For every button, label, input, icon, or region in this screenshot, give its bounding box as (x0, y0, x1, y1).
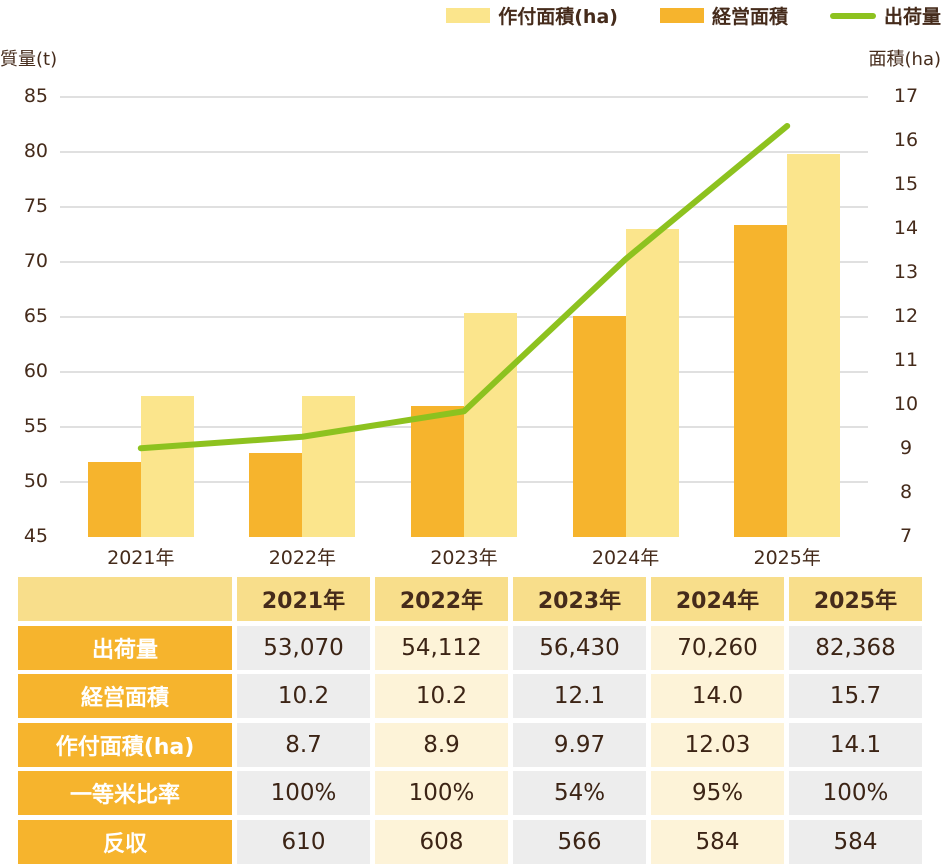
combo-chart: 作付面積(ha) 経営面積 出荷量 質量(t) 面積(ha) 45 50 55 60 6… (0, 2, 941, 569)
left-axis-title: 質量(t) (0, 49, 58, 70)
table-cell: 8.7 (237, 722, 370, 767)
left-axis-tick-label: 60 (23, 360, 48, 382)
left-axis-tick-label: 75 (23, 195, 48, 217)
bar-orange (87, 462, 141, 537)
x-axis-category-label: 2024年 (591, 547, 660, 569)
table-cell: 12.03 (651, 722, 784, 767)
table-header-year: 2021年 (237, 577, 370, 621)
table-header-year: 2023年 (513, 577, 646, 621)
gridline (60, 96, 868, 98)
table-cell: 70,260 (651, 625, 784, 670)
chart-legend: 作付面積(ha) 経営面積 出荷量 (446, 2, 941, 29)
right-axis-tick-label: 17 (893, 85, 919, 107)
legend-label: 出荷量 (883, 6, 941, 28)
x-axis-category-label: 2023年 (430, 547, 498, 569)
legend-item-keiei: 経営面積 (659, 2, 788, 29)
table-cell: 610 (237, 819, 370, 864)
bar-yellow (464, 312, 517, 537)
table-header-year: 2022年 (375, 577, 508, 621)
bar-orange (734, 224, 788, 537)
left-axis-tick-label: 80 (23, 140, 48, 162)
right-axis-tick-label: 10 (893, 393, 919, 415)
right-axis-tick-label: 16 (893, 129, 919, 151)
legend-label: 作付面積(ha) (498, 6, 618, 28)
table-cell: 584 (789, 819, 922, 864)
bar-yellow (625, 229, 679, 537)
right-axis-tick-label: 12 (893, 305, 919, 327)
left-axis-tick-label: 70 (23, 250, 48, 272)
table-cell: 95% (651, 771, 784, 815)
left-axis-tick-label: 45 (23, 525, 48, 547)
bar-yellow (302, 396, 356, 537)
right-axis-tick-label: 8 (899, 481, 913, 503)
table-cell: 12.1 (513, 674, 646, 718)
x-axis-category-label: 2025年 (753, 547, 821, 569)
table-header-year: 2024年 (651, 577, 784, 621)
table-row-label: 一等米比率 (18, 771, 232, 815)
table-cell: 8.9 (375, 722, 508, 767)
table-cell: 53,070 (237, 625, 370, 670)
right-axis-tick-label: 14 (893, 217, 919, 239)
table-header-empty (18, 577, 232, 621)
left-axis-tick-label: 65 (23, 305, 48, 327)
legend-swatch-orange-icon (659, 8, 704, 23)
legend-swatch-greenline-icon (829, 12, 876, 19)
table-cell: 56,430 (513, 625, 646, 670)
legend-item-sakutsuke: 作付面積(ha) (446, 2, 618, 29)
table-cell: 14.1 (789, 722, 922, 767)
right-axis-tick-label: 9 (899, 437, 913, 459)
table-cell: 566 (513, 819, 646, 864)
table-row-label: 経営面積 (18, 674, 232, 718)
bar-yellow (140, 396, 194, 537)
right-axis-tick-label: 11 (893, 349, 919, 371)
table-row-label: 出荷量 (18, 625, 232, 670)
table-cell: 82,368 (789, 625, 922, 670)
table-cell: 9.97 (513, 722, 646, 767)
left-axis-tick-label: 50 (23, 470, 48, 492)
bar-orange (572, 315, 626, 537)
right-axis-tick-label: 13 (893, 261, 919, 283)
table-header-year: 2025年 (789, 577, 922, 621)
left-axis-tick-label: 55 (23, 415, 48, 437)
table-row-label: 作付面積(ha) (18, 722, 232, 767)
bar-orange (411, 406, 464, 537)
legend-label: 経営面積 (711, 6, 788, 28)
gridline (60, 206, 868, 208)
table-cell: 54% (513, 771, 646, 815)
table-cell: 10.2 (375, 674, 508, 718)
x-axis-category-label: 2021年 (107, 547, 175, 569)
table-cell: 100% (789, 771, 922, 815)
table-cell: 15.7 (789, 674, 922, 718)
legend-item-shukkaryo: 出荷量 (829, 2, 941, 29)
table-cell: 584 (651, 819, 784, 864)
right-axis-title: 面積(ha) (868, 49, 941, 70)
right-axis-tick-label: 15 (893, 173, 919, 195)
table-cell: 14.0 (651, 674, 784, 718)
right-axis-tick-label: 7 (899, 525, 913, 547)
data-table: 2021年 2022年 2023年 2024年 2025年出荷量 53,070 54,112… (18, 577, 922, 864)
table-cell: 10.2 (237, 674, 370, 718)
left-axis-tick-label: 85 (23, 85, 48, 107)
legend-swatch-yellow-icon (446, 8, 491, 23)
bar-orange (249, 453, 303, 537)
table-cell: 608 (375, 819, 508, 864)
bar-yellow (787, 154, 841, 537)
table-cell: 54,112 (375, 625, 508, 670)
x-axis-category-label: 2022年 (268, 547, 337, 569)
gridline (60, 151, 868, 153)
table-cell: 100% (375, 771, 508, 815)
table-row-label: 反収 (18, 819, 232, 864)
table-cell: 100% (237, 771, 370, 815)
